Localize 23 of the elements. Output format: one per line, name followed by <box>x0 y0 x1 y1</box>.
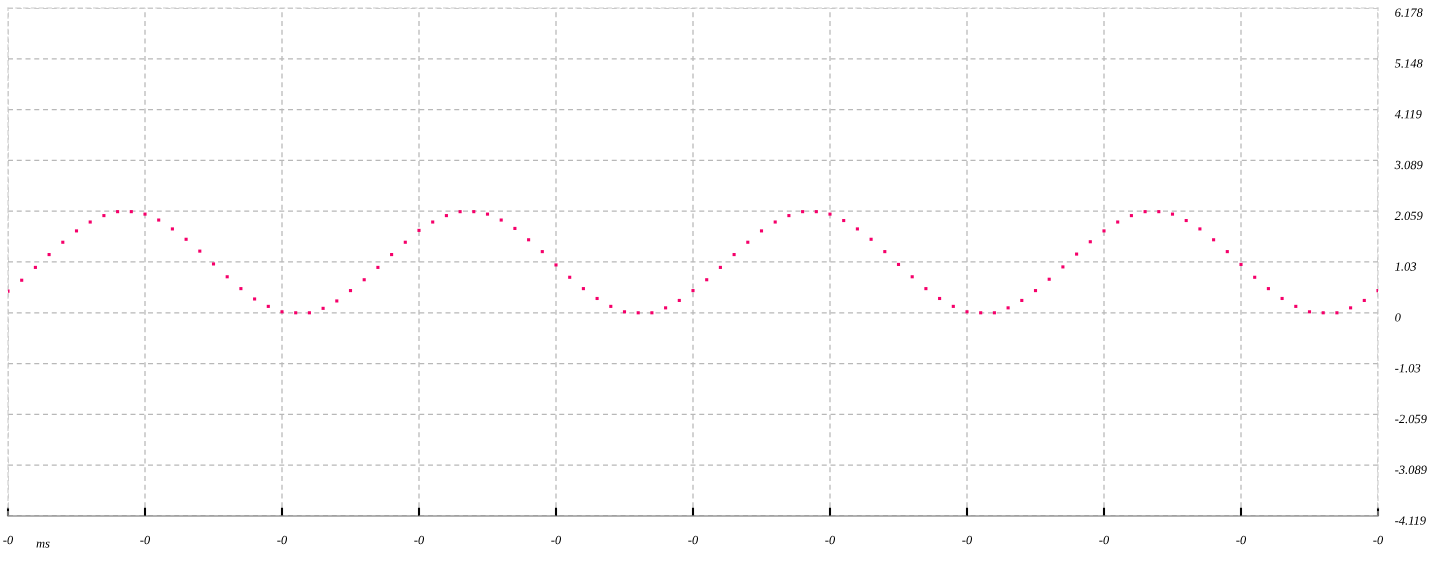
y-tick-label: -1.03 <box>1395 363 1421 373</box>
x-tick-label: -0 <box>140 535 151 545</box>
x-tick-label: -0 <box>1236 535 1247 545</box>
y-tick-label: 1.03 <box>1395 262 1417 271</box>
x-tick-label: -0 <box>825 535 836 545</box>
y-tick-label: 5.148 <box>1394 59 1423 68</box>
x-tick-label: -0 <box>3 535 14 545</box>
y-tick-label: 0 <box>1395 313 1401 322</box>
y-tick-label: -4.119 <box>1395 516 1426 525</box>
x-tick-label: -0 <box>688 535 699 545</box>
x-tick-label: -0 <box>277 535 288 545</box>
x-tick-label: -0 <box>962 535 973 545</box>
x-tick-label: -0 <box>1373 535 1384 545</box>
x-axis-title: ms <box>36 541 50 548</box>
x-tick-label: -0 <box>414 535 425 545</box>
y-tick-label: 2.059 <box>1394 211 1423 221</box>
y-tick-label: 4.119 <box>1394 109 1422 119</box>
y-tick-label: -3.089 <box>1395 465 1427 475</box>
y-tick-label: 3.089 <box>1394 160 1423 170</box>
x-tick-label: -0 <box>1099 535 1110 545</box>
y-tick-label: -2.059 <box>1395 414 1427 424</box>
y-tick-label: 6.178 <box>1395 8 1423 17</box>
x-tick-label: -0 <box>551 535 562 545</box>
